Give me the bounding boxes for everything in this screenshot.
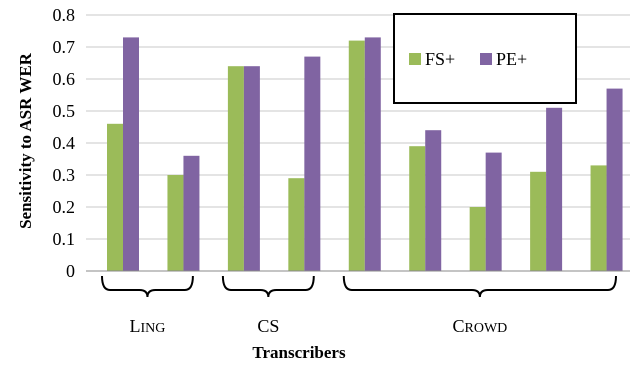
y-tick-label: 0.8 bbox=[53, 5, 76, 25]
bar-pe bbox=[485, 152, 502, 271]
bar-pe bbox=[243, 66, 260, 271]
x-axis-title: Transcribers bbox=[252, 343, 346, 362]
legend-label-pe: PE+ bbox=[496, 49, 527, 69]
bar-fs bbox=[227, 66, 244, 271]
bar-pe bbox=[606, 88, 623, 271]
bar-fs bbox=[288, 178, 305, 271]
bar-pe bbox=[304, 56, 321, 271]
group-brace bbox=[101, 275, 194, 298]
bar-fs bbox=[590, 165, 607, 271]
legend-swatch-pe bbox=[480, 53, 492, 65]
y-tick-label: 0.7 bbox=[53, 37, 76, 57]
y-tick-label: 0.4 bbox=[53, 133, 76, 153]
bar-pe bbox=[364, 37, 381, 272]
y-tick-label: 0 bbox=[66, 261, 75, 281]
bar-fs bbox=[530, 171, 547, 271]
y-tick-label: 0.6 bbox=[53, 69, 76, 89]
group-label: CROWD bbox=[452, 316, 507, 336]
bars bbox=[107, 37, 623, 272]
bar-pe bbox=[425, 130, 442, 271]
y-axis-ticks: 0 0.1 0.2 0.3 0.4 0.5 0.6 0.7 0.8 bbox=[53, 5, 76, 281]
group-braces bbox=[101, 275, 617, 298]
y-tick-label: 0.3 bbox=[53, 165, 76, 185]
bar-fs bbox=[348, 40, 365, 271]
group-label: LING bbox=[129, 316, 165, 336]
group-labels: LING CS CROWD bbox=[129, 316, 507, 336]
y-tick-label: 0.5 bbox=[53, 101, 76, 121]
bar-fs bbox=[167, 175, 184, 271]
group-label: CS bbox=[257, 316, 279, 336]
y-axis-title: Sensitivity to ASR WER bbox=[16, 52, 35, 229]
y-tick-label: 0.2 bbox=[53, 197, 76, 217]
y-tick-label: 0.1 bbox=[53, 229, 76, 249]
bar-pe bbox=[183, 155, 200, 271]
bar-fs bbox=[409, 146, 426, 271]
legend-label-fs: FS+ bbox=[425, 49, 455, 69]
bar-pe bbox=[546, 107, 563, 271]
legend: FS+ PE+ bbox=[393, 13, 577, 104]
bar-fs bbox=[469, 207, 486, 271]
bar-fs bbox=[107, 123, 123, 271]
bar-pe bbox=[123, 37, 139, 272]
group-brace bbox=[221, 275, 315, 298]
group-brace bbox=[342, 275, 617, 298]
legend-swatch-fs bbox=[409, 53, 421, 65]
